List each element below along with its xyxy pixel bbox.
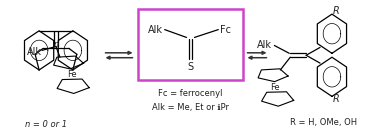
Text: R: R (333, 94, 339, 104)
Text: Alk: Alk (26, 47, 42, 57)
Text: Alk: Alk (257, 41, 273, 50)
Text: Alk = Me, Et or ℹPr: Alk = Me, Et or ℹPr (152, 103, 229, 112)
Text: S: S (187, 62, 194, 72)
Text: R = H, OMe, OH: R = H, OMe, OH (290, 118, 358, 127)
Text: R: R (333, 6, 339, 16)
Text: Fe: Fe (67, 70, 77, 79)
Text: n: n (53, 40, 59, 49)
Text: Fc: Fc (220, 25, 231, 35)
Text: Fe: Fe (271, 83, 280, 92)
Bar (138, 9, 243, 80)
Text: Alk: Alk (148, 25, 163, 35)
Text: n = 0 or 1: n = 0 or 1 (25, 120, 67, 129)
Text: Fc = ferrocenyl: Fc = ferrocenyl (158, 89, 223, 98)
